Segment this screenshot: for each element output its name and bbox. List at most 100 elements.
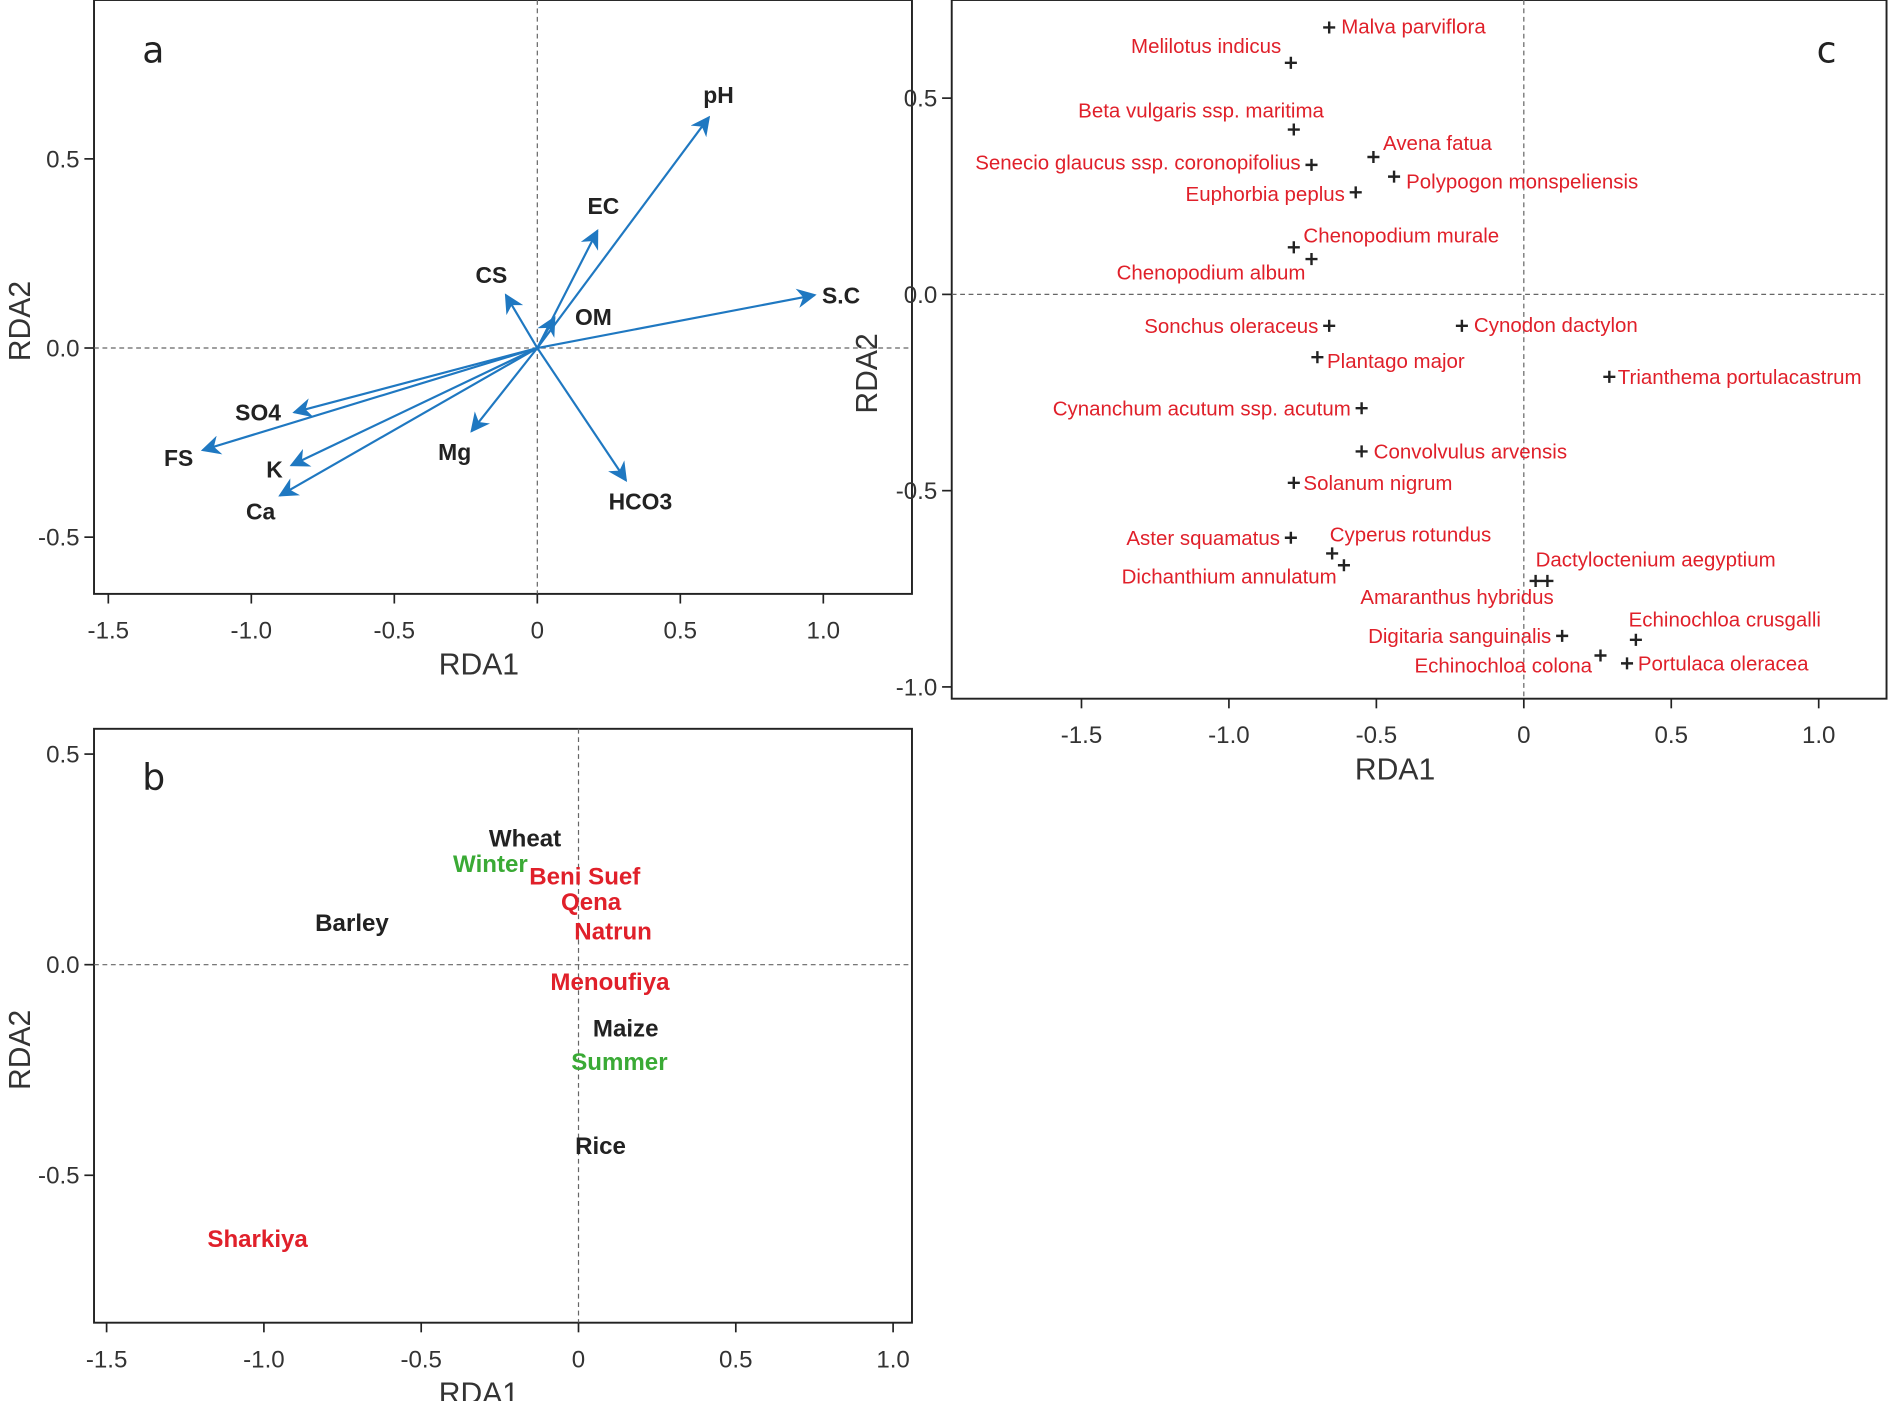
x-tick-label: -1.5	[1061, 722, 1102, 749]
x-tick-label: 0	[1517, 722, 1530, 749]
arrow-label: CS	[476, 262, 508, 288]
species-label: Polypogon monspeliensis	[1406, 171, 1638, 194]
x-tick-label: -1.5	[88, 617, 130, 644]
panel-letter: c	[1817, 29, 1837, 72]
panel-letter: b	[142, 756, 165, 799]
plot-frame	[950, 0, 1888, 700]
x-tick-label: 1.0	[876, 1346, 909, 1373]
x-tick-label: -0.5	[400, 1346, 442, 1373]
species-marker	[1621, 657, 1634, 670]
y-tick-label: 0.5	[46, 146, 79, 173]
x-tick-label: 1.0	[1802, 722, 1835, 749]
arrow-label: EC	[588, 193, 620, 219]
species-marker	[1355, 445, 1368, 458]
arrow-om	[536, 316, 556, 349]
x-axis-title: RDA1	[439, 649, 519, 682]
point-label-site: Beni Suef	[529, 864, 641, 891]
panel-b: -1.5 -1.0 -0.5 0 0.5 1.0 0.5 0.0 -0.5 RDA1 RDA2 b Wh…	[4, 727, 913, 1401]
species-label: Chenopodium murale	[1303, 224, 1499, 247]
species-label: Amaranthus hybridus	[1360, 586, 1553, 609]
point-label-crop: Wheat	[489, 826, 561, 853]
species-label: Chenopodium album	[1117, 262, 1306, 285]
y-tick-label: -0.5	[896, 478, 938, 505]
y-tick-label: 0.0	[904, 282, 937, 309]
arrow-so4	[292, 346, 538, 418]
x-tick-label: -0.5	[1356, 722, 1398, 749]
y-tick-label: -0.5	[38, 525, 80, 552]
point-label-crop: Rice	[575, 1133, 626, 1160]
arrow-label: HCO3	[609, 488, 673, 514]
panel-c: -1.5 -1.0 -0.5 0 0.5 1.0 0.5 0.0 -0.5 -1.0 RDA1 RDA…	[851, 0, 1888, 786]
species-marker	[1349, 186, 1362, 199]
species-label: Cynanchum acutum ssp. acutum	[1053, 397, 1351, 420]
species-marker	[1326, 547, 1339, 560]
x-tick-label: 0.5	[719, 1346, 752, 1373]
species-label: Convolvulus arvensis	[1374, 441, 1567, 464]
species-label: Beta vulgaris ssp. maritima	[1078, 99, 1324, 122]
x-tick-label: -0.5	[374, 617, 416, 644]
species-marker	[1355, 402, 1368, 415]
species-marker	[1455, 319, 1468, 332]
y-tick-label: -1.0	[896, 674, 938, 701]
arrow-ca	[278, 347, 538, 497]
species-label: Melilotus indicus	[1131, 35, 1281, 58]
y-tick-label: 0.5	[46, 742, 79, 769]
species-marker	[1594, 649, 1607, 662]
arrow-label: SO4	[235, 400, 281, 426]
species-label: Echinochloa crusgalli	[1629, 609, 1821, 632]
point-label-site: Qena	[561, 889, 622, 916]
species-marker	[1287, 476, 1300, 489]
species-marker	[1388, 170, 1401, 183]
species-marker	[1284, 531, 1297, 544]
arrow-sc	[537, 288, 817, 350]
point-label-site: Natrun	[574, 918, 652, 945]
x-tick-label: -1.0	[1208, 722, 1250, 749]
species-label: Trianthema portulacastrum	[1618, 366, 1862, 389]
species-marker	[1541, 574, 1554, 587]
arrow-label: Mg	[438, 439, 471, 465]
x-tick-label: -1.5	[86, 1346, 128, 1373]
arrow-ph	[536, 115, 711, 349]
arrow-label: S.C	[822, 282, 860, 308]
arrow-mg	[470, 347, 539, 433]
panel-a: -1.5 -1.0 -0.5 0 0.5 1.0 0.5 0.0 -0.5 RDA1 RDA2 a pH…	[4, 0, 913, 682]
x-tick-label: 0.5	[1655, 722, 1688, 749]
species-marker	[1529, 574, 1542, 587]
y-axis-title: RDA2	[4, 1010, 37, 1090]
point-label-season: Winter	[453, 851, 528, 878]
panel-letter: a	[142, 29, 164, 72]
species-label: Cyperus rotundus	[1330, 523, 1492, 546]
plot-frame	[93, 727, 913, 1324]
species-label: Portulaca oleracea	[1638, 653, 1809, 676]
point-label-site: Sharkiya	[207, 1226, 308, 1253]
arrow-label: FS	[164, 445, 193, 471]
y-tick-label: 0.5	[904, 86, 937, 113]
arrow-label: K	[266, 456, 283, 482]
x-tick-label: -1.0	[243, 1346, 284, 1373]
species-label: Dactyloctenium aegyptium	[1536, 548, 1776, 571]
arrow-label: Ca	[246, 499, 276, 525]
x-tick-label: 1.0	[807, 617, 840, 644]
species-marker	[1311, 351, 1324, 364]
arrow-cs	[504, 293, 539, 349]
species-label: Senecio glaucus ssp. coronopifolius	[975, 152, 1300, 175]
species-marker	[1603, 370, 1616, 383]
species-marker	[1337, 559, 1350, 572]
x-tick-label: -1.0	[231, 617, 273, 644]
species-marker	[1284, 56, 1297, 69]
arrow-fs	[200, 346, 538, 455]
plot-frame	[93, 0, 913, 595]
x-tick-label: 0	[572, 1346, 585, 1373]
point-label-season: Summer	[571, 1049, 667, 1076]
x-tick-label: 0.5	[664, 617, 697, 644]
species-label: Malva parviflora	[1341, 15, 1486, 38]
arrow-label: OM	[575, 304, 612, 330]
species-marker	[1367, 150, 1380, 164]
species-label: Plantago major	[1327, 350, 1465, 373]
species-label: Dichanthium annulatum	[1122, 565, 1337, 588]
species-marker	[1287, 123, 1300, 136]
species-marker	[1629, 633, 1642, 646]
species-marker	[1323, 21, 1336, 34]
species-label: Euphorbia peplus	[1186, 183, 1345, 206]
